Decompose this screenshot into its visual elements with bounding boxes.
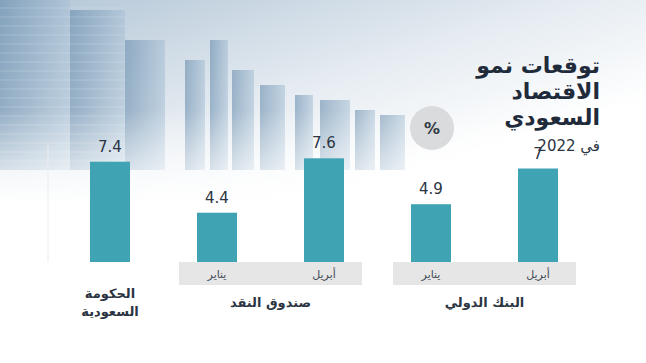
unit-label: % <box>424 119 440 138</box>
bar <box>197 213 237 262</box>
building-window <box>0 89 125 90</box>
text-line: توقعات نمو <box>475 53 600 79</box>
data-label: 7 <box>533 145 543 163</box>
building-window <box>0 107 125 108</box>
data-label: 4.9 <box>419 180 443 198</box>
category-label: أبريل <box>526 267 550 281</box>
category-label: يناير <box>421 268 441 281</box>
building-window <box>0 71 125 72</box>
group-label: صندوق النقد <box>230 295 311 310</box>
building-window <box>0 8 125 9</box>
unit-badge <box>410 106 454 150</box>
text-line: البنك الدولي <box>445 295 525 310</box>
building-window <box>0 62 125 63</box>
building-window <box>0 53 125 54</box>
building-window <box>0 17 125 18</box>
value-axis <box>48 143 49 262</box>
data-label: 7.4 <box>98 138 122 156</box>
background <box>0 0 646 363</box>
building-window <box>0 26 125 27</box>
bar <box>518 169 558 263</box>
building-window <box>0 44 125 45</box>
category-band <box>179 262 362 285</box>
building-window <box>0 98 125 99</box>
text-line: الاقتصاد <box>511 79 600 104</box>
group-label: البنك الدولي <box>445 295 525 310</box>
group-label: الحكومة السعودية <box>81 286 139 319</box>
category-label: أبريل <box>312 267 336 281</box>
data-label: 7.6 <box>312 134 336 152</box>
text-line: السعودي <box>504 105 600 131</box>
text-line: صندوق النقد <box>230 295 311 310</box>
category-band <box>393 262 576 285</box>
category-label: يناير <box>207 268 227 281</box>
bar <box>411 204 451 262</box>
data-label: 4.4 <box>205 189 229 207</box>
building-window <box>0 35 125 36</box>
bar <box>90 162 130 262</box>
bars <box>90 158 558 262</box>
building-window <box>0 80 125 81</box>
bar <box>304 158 344 262</box>
title: توقعات نموالاقتصادالسعودي <box>475 53 600 131</box>
text-line: الحكومة <box>85 286 135 301</box>
text-line: السعودية <box>81 304 139 319</box>
chart: توقعات نموالاقتصادالسعودي في 2022% الحكومة… <box>0 0 646 363</box>
subtitle: في 2022 <box>537 137 600 156</box>
